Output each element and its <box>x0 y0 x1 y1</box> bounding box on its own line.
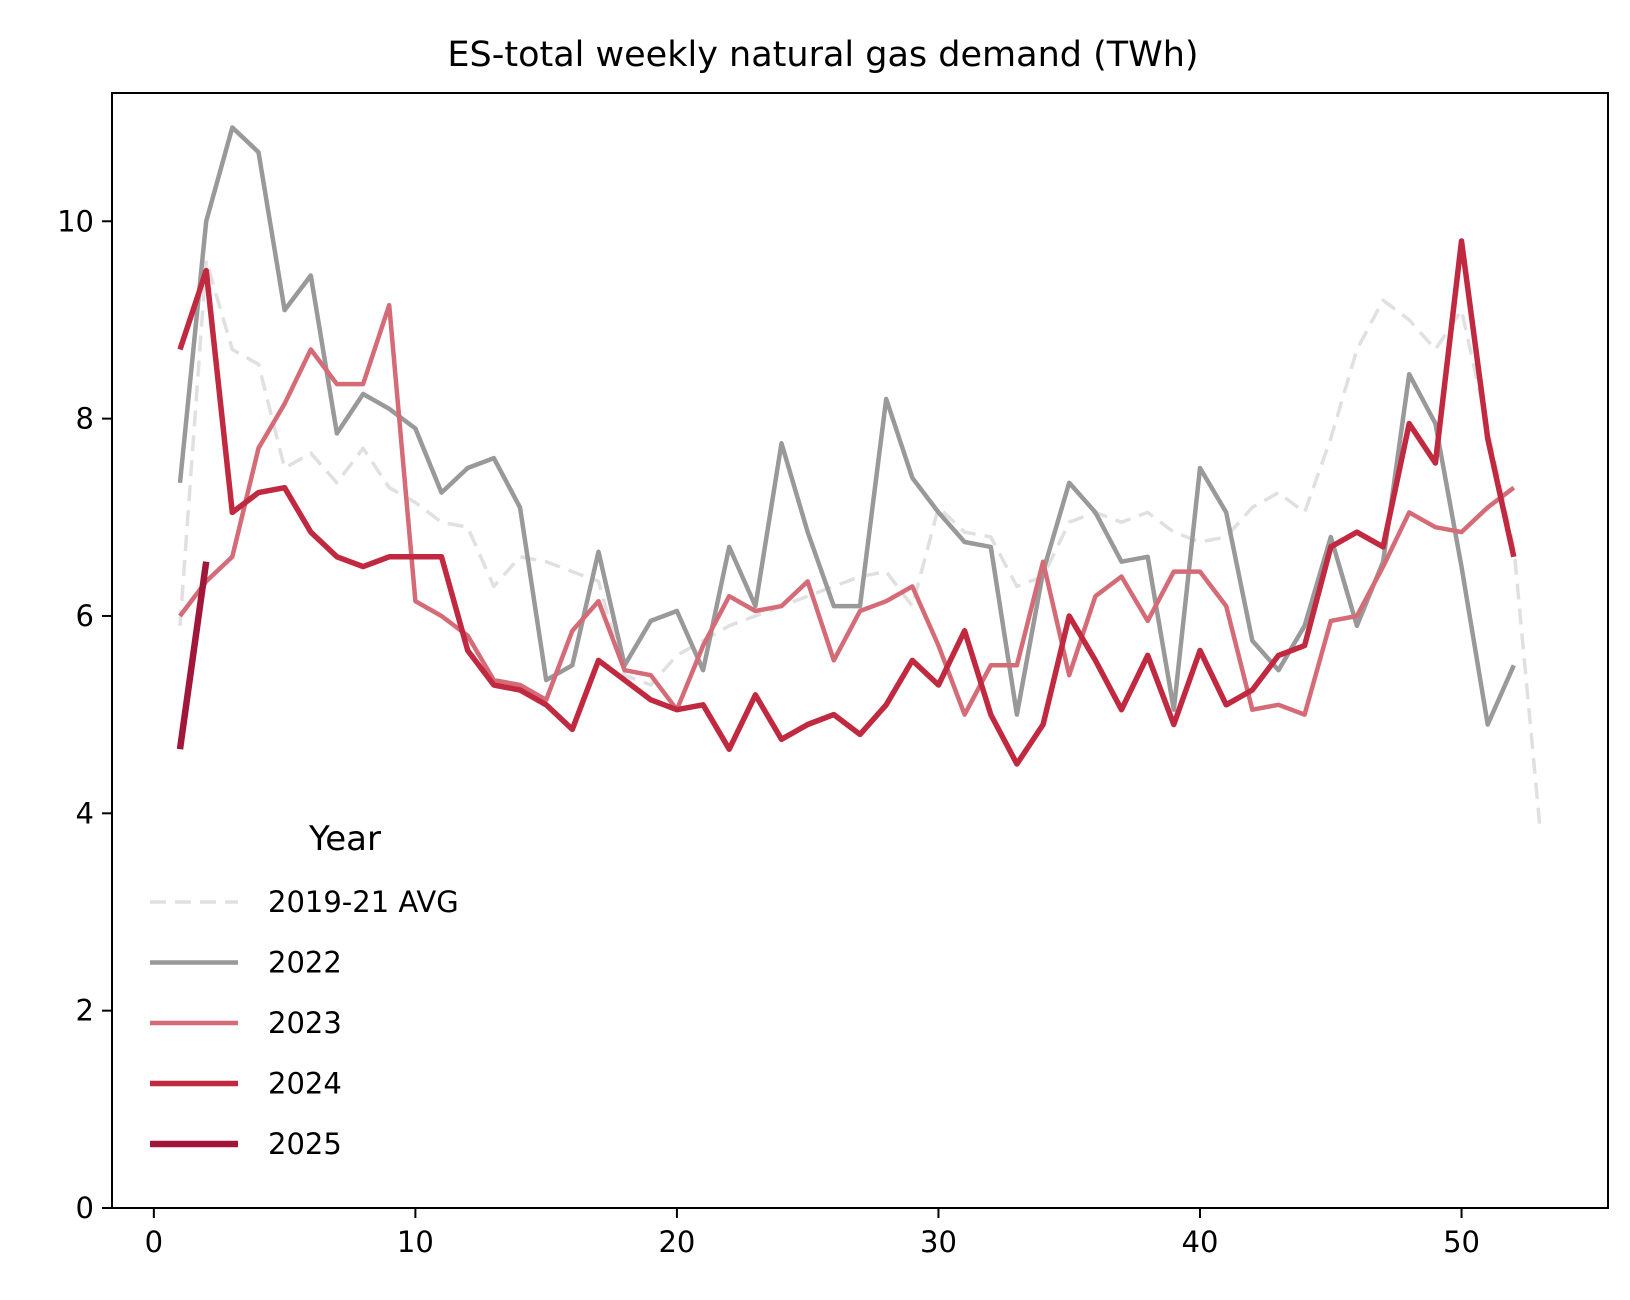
legend-title: Year <box>308 819 381 859</box>
legend-label: 2024 <box>268 1067 342 1101</box>
legend: Year 2019-21 AVG 2022 2023 2024 2025 <box>150 819 459 1161</box>
y-tick-label: 4 <box>76 796 94 830</box>
y-tick-label: 0 <box>76 1191 94 1225</box>
legend-label: 2019-21 AVG <box>268 885 459 919</box>
x-tick-label: 40 <box>1182 1225 1219 1259</box>
x-tick-label: 30 <box>920 1225 957 1259</box>
x-tick-label: 10 <box>397 1225 434 1259</box>
legend-label: 2025 <box>268 1127 342 1161</box>
axes-layer: 0 10 20 30 40 50 0 2 4 6 8 10 <box>57 204 1480 1259</box>
series-layer <box>176 125 1542 829</box>
x-tick-label: 50 <box>1443 1225 1480 1259</box>
legend-label: 2023 <box>268 1006 342 1040</box>
chart-title: ES-total weekly natural gas demand (TWh) <box>447 35 1198 75</box>
series-line-2024 <box>177 238 1517 767</box>
y-tick-label: 10 <box>57 204 94 238</box>
series-line-2023 <box>178 302 1516 717</box>
y-tick-label: 8 <box>76 402 94 436</box>
x-tick-label: 0 <box>145 1225 163 1259</box>
y-tick-label: 2 <box>76 994 94 1028</box>
series-line-2025 <box>176 561 210 750</box>
y-tick-label: 6 <box>76 599 94 633</box>
x-tick-label: 20 <box>658 1225 695 1259</box>
legend-label: 2022 <box>268 946 342 980</box>
plot-frame <box>111 92 1609 1209</box>
